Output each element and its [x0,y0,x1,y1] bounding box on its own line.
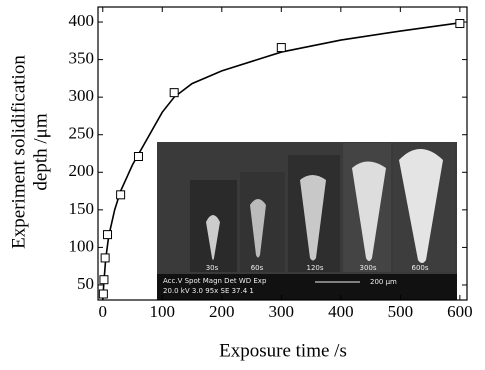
y-tick-label: 200 [69,161,95,180]
inset-label: 60s [251,264,264,272]
x-tick-label: 600 [447,302,473,321]
y-tick-label: 400 [69,11,95,30]
inset-info: Acc.V Spot Magn Det WD Exp [163,277,267,285]
data-point [99,290,107,298]
x-tick-label: 400 [328,302,354,321]
x-tick-label: 300 [269,302,295,321]
y-tick-label: 300 [69,86,95,105]
inset-scale-label: 200 μm [370,278,397,286]
chart: Exposure time /s Experiment solidificati… [0,0,485,365]
inset-label: 30s [206,264,219,272]
data-point [277,44,285,52]
y-tick-label: 150 [69,199,95,218]
y-tick-label: 100 [69,236,95,255]
x-tick-label: 100 [150,302,176,321]
page: Exposure time /s Experiment solidificati… [0,0,485,370]
data-point [170,89,178,97]
y-tick-label: 350 [69,48,95,67]
inset-label: 120s [306,264,323,272]
x-axis-label: Exposure time /s [219,340,347,361]
inset-label: 600s [411,264,428,272]
inset-info: 20.0 kV 3.0 95x SE 37.4 1 [163,287,254,295]
data-point [104,231,112,239]
x-tick-label: 0 [99,302,108,321]
data-point [456,20,464,28]
data-point [100,276,108,284]
data-point [134,153,142,161]
x-tick-label: 200 [209,302,235,321]
y-axis-label: depth /μm [30,113,51,190]
x-tick-label: 500 [388,302,414,321]
y-tick-label: 250 [69,124,95,143]
y-axis-label: Experiment solidification [8,55,29,249]
inset-label: 300s [359,264,376,272]
y-tick-label: 50 [77,274,94,293]
data-point [117,191,125,199]
data-point [101,254,109,262]
